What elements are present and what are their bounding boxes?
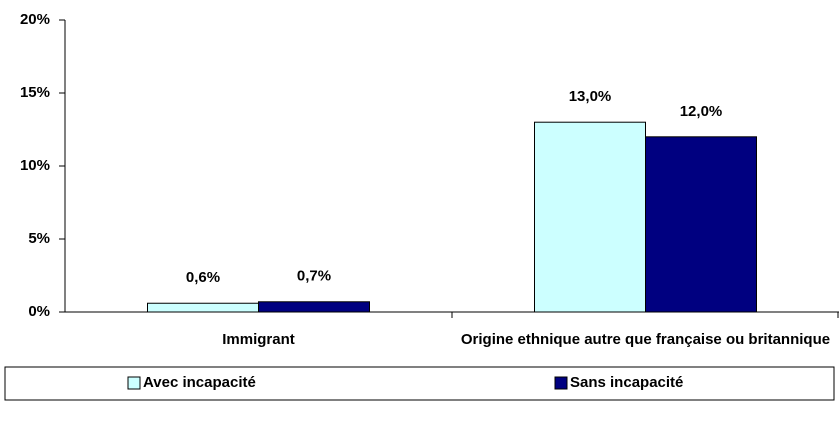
bar bbox=[645, 136, 757, 313]
y-tick-label: 15% bbox=[20, 84, 50, 101]
data-label: 12,0% bbox=[680, 103, 723, 120]
data-label: 13,0% bbox=[569, 88, 612, 105]
legend-box bbox=[4, 366, 835, 401]
y-tick-label: 5% bbox=[28, 230, 50, 247]
bar bbox=[258, 301, 370, 313]
bar bbox=[534, 121, 646, 313]
data-label: 0,7% bbox=[297, 268, 331, 285]
y-tick-label: 20% bbox=[20, 11, 50, 28]
legend-swatch bbox=[127, 376, 141, 390]
legend-swatch bbox=[554, 376, 568, 390]
data-label: 0,6% bbox=[186, 269, 220, 286]
legend-label: Avec incapacité bbox=[143, 374, 256, 391]
y-tick-label: 0% bbox=[28, 303, 50, 320]
y-tick-label: 10% bbox=[20, 157, 50, 174]
legend-label: Sans incapacité bbox=[570, 374, 684, 391]
x-tick-label: Origine ethnique autre que française ou … bbox=[460, 331, 831, 348]
x-tick-label: Immigrant bbox=[222, 331, 295, 348]
bar bbox=[147, 302, 259, 313]
